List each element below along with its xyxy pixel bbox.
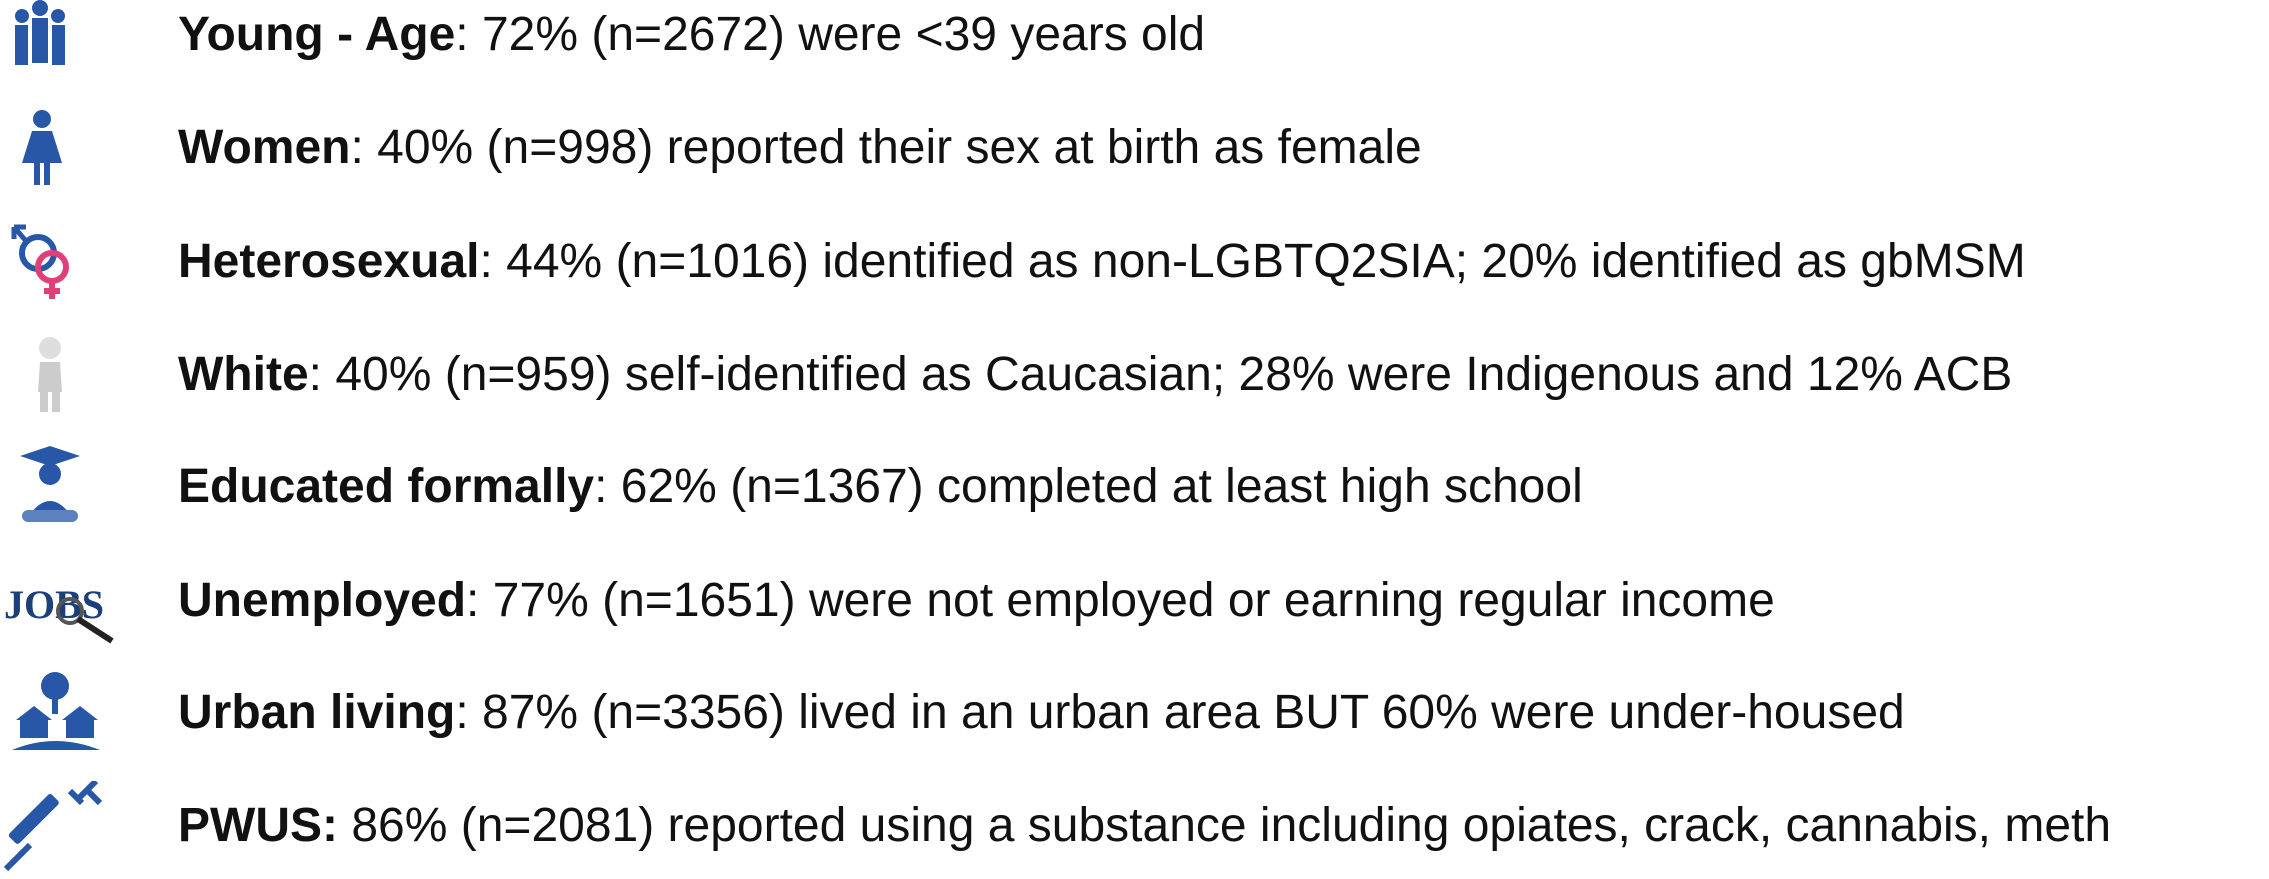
item-text: Urban living: 87% (n=3356) lived in an u…	[178, 685, 1905, 741]
row: Educated formally: 62% (n=1367) complete…	[0, 437, 2269, 537]
item-label: Young - Age	[178, 8, 456, 61]
item-detail: : 87% (n=3356) lived in an urban area BU…	[455, 686, 1905, 739]
item-text: Young - Age: 72% (n=2672) were <39 years…	[178, 7, 1205, 63]
icon: JOBS	[4, 582, 114, 644]
icon	[38, 337, 62, 412]
icon	[15, 0, 65, 65]
item-label: Unemployed	[178, 574, 467, 627]
item-label: Women	[178, 121, 351, 174]
item-detail: : 44% (n=1016) identified as non-LGBTQ2S…	[479, 235, 2026, 288]
item-text: Educated formally: 62% (n=1367) complete…	[178, 459, 1583, 515]
item-label: PWUS:	[178, 799, 338, 852]
icon	[22, 110, 62, 185]
item-detail: : 62% (n=1367) completed at least high s…	[594, 460, 1583, 513]
item-detail: : 72% (n=2672) were <39 years old	[455, 8, 1206, 61]
item-detail: : 77% (n=1651) were not employed or earn…	[466, 574, 1775, 627]
row: Urban living: 87% (n=3356) lived in an u…	[0, 663, 2269, 763]
svg-text:JOBS: JOBS	[4, 582, 104, 627]
item-detail: : 40% (n=959) self-identified as Caucasi…	[308, 348, 2013, 401]
item-label: Urban living	[178, 686, 456, 739]
icon	[3, 781, 103, 871]
row: Heterosexual: 44% (n=1016) identified as…	[0, 212, 2269, 312]
item-detail: : 40% (n=998) reported their sex at birt…	[350, 121, 1422, 174]
item-label: White	[178, 348, 309, 401]
item-text: PWUS: 86% (n=2081) reported using a subs…	[178, 798, 2111, 854]
item-text: Unemployed: 77% (n=1651) were not employ…	[178, 573, 1775, 629]
item-label: Educated formally	[178, 460, 595, 513]
row: Young - Age: 72% (n=2672) were <39 years…	[0, 0, 2269, 85]
row: Women: 40% (n=998) reported their sex at…	[0, 98, 2269, 198]
icon	[20, 446, 80, 522]
item-label: Heterosexual	[178, 235, 480, 288]
icon	[11, 224, 69, 299]
row: JOBS Unemployed: 77% (n=1651) were not em…	[0, 551, 2269, 651]
item-detail: 86% (n=2081) reported using a substance …	[337, 799, 2112, 852]
item-text: White: 40% (n=959) self-identified as Ca…	[178, 347, 2012, 403]
item-text: Heterosexual: 44% (n=1016) identified as…	[178, 234, 2026, 290]
row: PWUS: 86% (n=2081) reported using a subs…	[0, 776, 2269, 876]
row: White: 40% (n=959) self-identified as Ca…	[0, 325, 2269, 425]
icon	[12, 672, 100, 750]
item-text: Women: 40% (n=998) reported their sex at…	[178, 120, 1422, 176]
